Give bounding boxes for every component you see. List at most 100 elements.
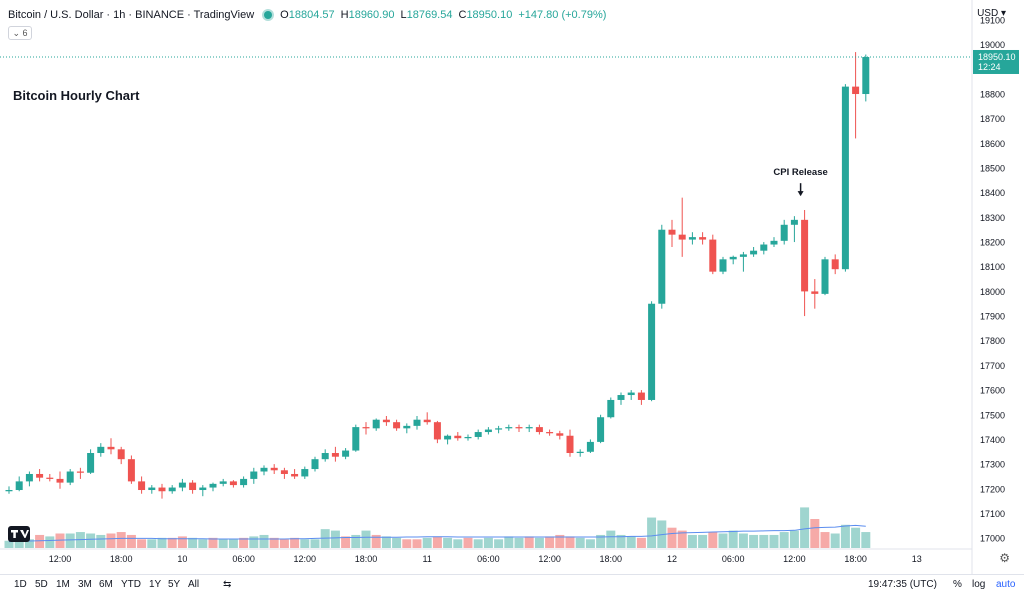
- candle[interactable]: [811, 279, 819, 309]
- candle[interactable]: [219, 478, 227, 487]
- auto-scale-button[interactable]: auto: [996, 579, 1016, 590]
- candle[interactable]: [270, 464, 278, 474]
- candle[interactable]: [699, 232, 707, 245]
- range-3m-button[interactable]: 3M: [78, 579, 92, 590]
- indicator-toggle-button[interactable]: ⌄ 6: [8, 26, 32, 40]
- range-1y-button[interactable]: 1Y: [149, 579, 162, 590]
- candle[interactable]: [750, 246, 758, 257]
- range-all-button[interactable]: All: [188, 579, 200, 590]
- candle[interactable]: [852, 52, 860, 139]
- candle[interactable]: [158, 483, 166, 499]
- range-5y-button[interactable]: 5Y: [168, 579, 181, 590]
- candle[interactable]: [189, 480, 197, 494]
- candle[interactable]: [648, 301, 656, 402]
- candle[interactable]: [240, 476, 248, 488]
- candle[interactable]: [678, 197, 686, 257]
- candle[interactable]: [311, 456, 319, 472]
- candle[interactable]: [138, 476, 146, 494]
- candle[interactable]: [505, 424, 513, 431]
- candle[interactable]: [250, 467, 258, 484]
- candle[interactable]: [168, 485, 176, 494]
- candle[interactable]: [515, 424, 523, 433]
- candle[interactable]: [362, 422, 370, 435]
- currency-select[interactable]: USD ▾: [977, 8, 1006, 19]
- candle[interactable]: [790, 216, 798, 243]
- candle[interactable]: [423, 412, 431, 425]
- candle[interactable]: [454, 432, 462, 441]
- candle[interactable]: [586, 439, 594, 454]
- candle[interactable]: [739, 251, 747, 272]
- candle[interactable]: [301, 466, 309, 479]
- candle[interactable]: [372, 418, 380, 431]
- candle[interactable]: [56, 471, 64, 489]
- range-6m-button[interactable]: 6M: [99, 579, 113, 590]
- candle[interactable]: [25, 471, 33, 487]
- candle[interactable]: [709, 234, 717, 275]
- candle[interactable]: [291, 469, 299, 479]
- candle[interactable]: [495, 425, 503, 434]
- candle[interactable]: [352, 424, 360, 452]
- candle[interactable]: [413, 416, 421, 430]
- range-1m-button[interactable]: 1M: [56, 579, 70, 590]
- candle[interactable]: [637, 390, 645, 405]
- candle[interactable]: [15, 476, 23, 492]
- candle[interactable]: [566, 429, 574, 457]
- candle[interactable]: [821, 256, 829, 296]
- candle[interactable]: [66, 469, 74, 486]
- candle[interactable]: [535, 424, 543, 435]
- price-chart[interactable]: 17000 17100 17200 17300 17400 17500 17600 17700…: [0, 0, 1024, 574]
- candle[interactable]: [474, 429, 482, 440]
- utc-time[interactable]: 19:47:35 (UTC): [868, 579, 937, 590]
- candle[interactable]: [617, 392, 625, 405]
- candle[interactable]: [433, 420, 441, 444]
- candle[interactable]: [831, 254, 839, 275]
- candle[interactable]: [117, 446, 125, 465]
- candle[interactable]: [46, 473, 54, 482]
- candle[interactable]: [97, 443, 105, 457]
- candle[interactable]: [668, 219, 676, 247]
- candle[interactable]: [5, 486, 13, 494]
- candle[interactable]: [260, 465, 268, 476]
- candle[interactable]: [229, 480, 237, 488]
- candle[interactable]: [280, 467, 288, 479]
- candle[interactable]: [393, 419, 401, 431]
- candle[interactable]: [760, 242, 768, 255]
- candle[interactable]: [729, 255, 737, 265]
- candle[interactable]: [178, 478, 186, 492]
- range-1d-button[interactable]: 1D: [14, 579, 27, 590]
- candle[interactable]: [321, 449, 329, 462]
- candle[interactable]: [556, 430, 564, 440]
- candle[interactable]: [607, 397, 615, 419]
- candle[interactable]: [107, 438, 115, 455]
- range-5d-button[interactable]: 5D: [35, 579, 48, 590]
- range-ytd-button[interactable]: YTD: [121, 579, 141, 590]
- candle[interactable]: [464, 434, 472, 441]
- candle[interactable]: [862, 54, 870, 102]
- candle[interactable]: [576, 449, 584, 457]
- candle[interactable]: [658, 224, 666, 309]
- candle[interactable]: [87, 449, 95, 474]
- candle[interactable]: [627, 390, 635, 400]
- candle[interactable]: [36, 469, 44, 482]
- candle[interactable]: [199, 485, 207, 497]
- log-scale-button[interactable]: log: [972, 579, 986, 590]
- candle[interactable]: [719, 256, 727, 275]
- candle[interactable]: [770, 237, 778, 247]
- candle[interactable]: [546, 429, 554, 436]
- candle[interactable]: [525, 424, 533, 433]
- candle[interactable]: [688, 232, 696, 245]
- candle[interactable]: [127, 455, 135, 484]
- candle[interactable]: [801, 209, 809, 317]
- candle[interactable]: [382, 416, 390, 426]
- percent-scale-button[interactable]: %: [953, 579, 962, 590]
- candle[interactable]: [403, 423, 411, 434]
- gear-icon[interactable]: ⚙: [999, 551, 1010, 565]
- candle[interactable]: [209, 482, 217, 492]
- candle[interactable]: [148, 485, 156, 494]
- candle[interactable]: [76, 467, 84, 479]
- compare-range-icon[interactable]: ⇆: [223, 579, 232, 590]
- candle[interactable]: [597, 414, 605, 444]
- candle[interactable]: [444, 434, 452, 445]
- candle[interactable]: [484, 427, 492, 435]
